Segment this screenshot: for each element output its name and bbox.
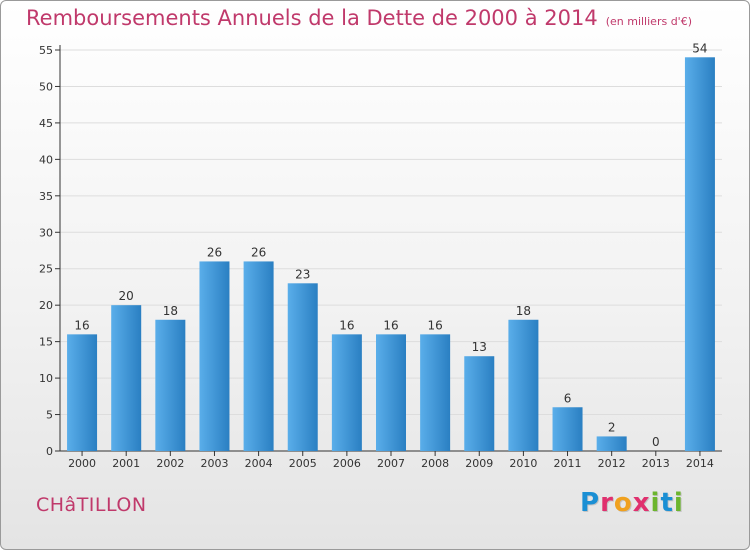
bar-2002: [155, 319, 186, 451]
y-tick-label: 50: [39, 80, 53, 93]
bar-2014: [684, 57, 715, 452]
bar-value-label: 16: [383, 318, 398, 332]
y-tick-label: 55: [39, 44, 53, 57]
y-tick-label: 0: [46, 445, 53, 458]
chart-title-text: Remboursements Annuels de la Dette de 20…: [26, 6, 598, 30]
bar-value-label: 54: [692, 41, 707, 55]
logo-letter: r: [600, 488, 614, 518]
y-tick-label: 45: [39, 117, 53, 130]
logo-letter: x: [632, 488, 651, 518]
bar-2007: [376, 334, 406, 451]
x-tick-label: 2004: [245, 457, 273, 470]
x-tick-label: 2000: [68, 457, 96, 470]
x-tick-label: 2014: [686, 457, 714, 470]
bar-2008: [420, 334, 451, 451]
bar-2010: [508, 319, 539, 451]
bar-2005: [287, 283, 318, 451]
bar-value-label: 26: [207, 245, 222, 259]
bar-value-label: 16: [427, 318, 442, 332]
x-tick-label: 2006: [333, 457, 361, 470]
bar-value-label: 2: [608, 420, 616, 434]
labels: 1620002020011820022620032620042320051620…: [68, 41, 714, 470]
bar-value-label: 23: [295, 267, 310, 281]
bar-2001: [111, 305, 142, 451]
bar-2003: [199, 261, 230, 451]
proxiti-logo[interactable]: Proxiti: [580, 488, 684, 518]
bar-2011: [552, 407, 583, 451]
bar-value-label: 13: [472, 340, 487, 354]
chart-title: Remboursements Annuels de la Dette de 20…: [26, 6, 692, 30]
bar-value-label: 18: [163, 304, 178, 318]
bar-2012: [596, 436, 627, 451]
x-tick-label: 2001: [112, 457, 140, 470]
x-tick-label: 2007: [377, 457, 405, 470]
bar-value-label: 0: [652, 435, 660, 449]
bar-2000: [67, 334, 98, 451]
bar-value-label: 20: [119, 289, 134, 303]
chart-title-unit: (en milliers d'€): [605, 15, 692, 28]
logo-letter: i: [673, 488, 684, 518]
y-tick-label: 15: [39, 336, 53, 349]
logo-letter: P: [580, 488, 601, 518]
bar-2009: [464, 356, 495, 451]
bar-value-label: 16: [74, 318, 89, 332]
bars: [67, 57, 715, 452]
y-tick-label: 5: [46, 409, 53, 422]
x-tick-label: 2002: [156, 457, 184, 470]
bar-value-label: 18: [516, 304, 531, 318]
logo-letter: o: [613, 488, 633, 518]
x-tick-label: 2005: [289, 457, 317, 470]
y-tick-label: 25: [39, 263, 53, 276]
bar-2004: [243, 261, 274, 451]
x-tick-label: 2011: [554, 457, 582, 470]
y-tick-label: 20: [39, 299, 53, 312]
y-tick-label: 10: [39, 372, 53, 385]
logo-letter: i: [650, 488, 661, 518]
x-tick-label: 2008: [421, 457, 449, 470]
bar-2006: [331, 334, 362, 451]
y-tick-label: 40: [39, 153, 53, 166]
bar-value-label: 26: [251, 245, 266, 259]
x-tick-label: 2009: [465, 457, 493, 470]
x-tick-label: 2013: [642, 457, 670, 470]
city-name: CHâTILLON: [36, 494, 147, 516]
y-tick-label: 35: [39, 190, 53, 203]
x-tick-label: 2003: [200, 457, 228, 470]
bar-value-label: 6: [564, 391, 572, 405]
x-tick-label: 2012: [598, 457, 626, 470]
x-tick-label: 2010: [509, 457, 537, 470]
bar-value-label: 16: [339, 318, 354, 332]
y-tick-label: 30: [39, 226, 53, 239]
logo-letter: t: [660, 488, 674, 518]
